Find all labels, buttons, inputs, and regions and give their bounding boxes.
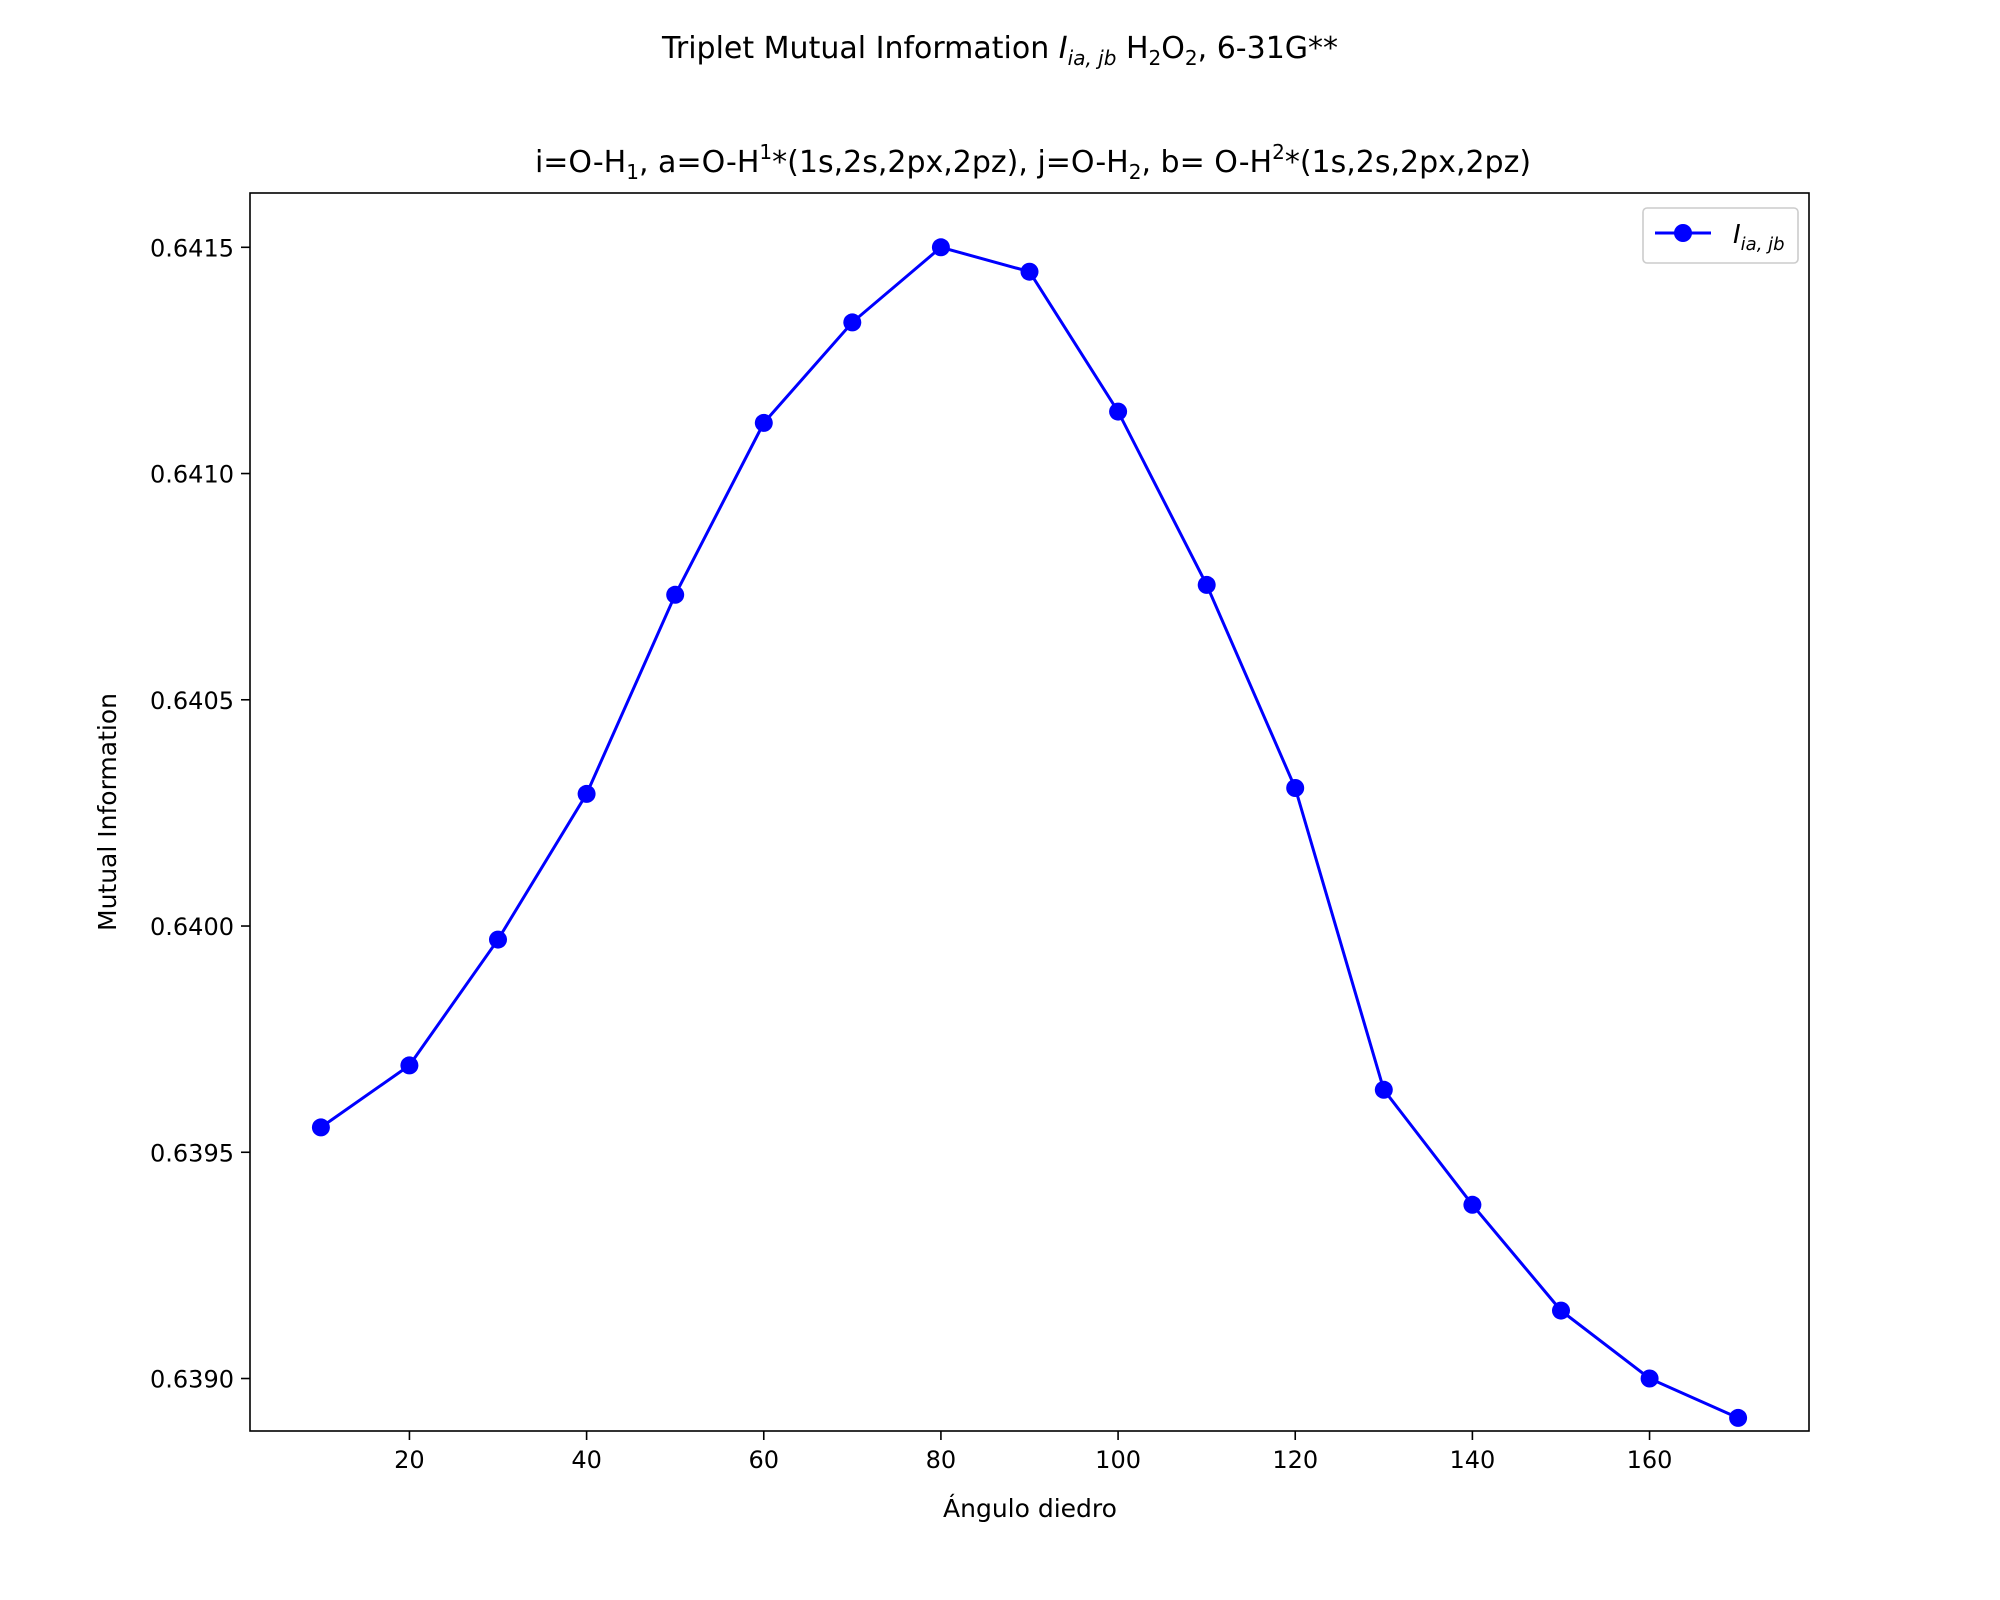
legend-marker [1674,224,1692,242]
data-point [1729,1408,1748,1427]
x-tick-label: 80 [926,1446,957,1474]
x-tick-label: 120 [1272,1446,1318,1474]
title-formula-2: O [1161,31,1185,66]
data-point [311,1118,330,1137]
data-point [577,784,596,803]
data-point [1374,1080,1393,1099]
subtitle-part-5: 2 [1129,160,1142,184]
x-tick-label: 40 [571,1446,602,1474]
chart-subtitle: i=O-H1, a=O-H1*(1s,2s,2px,2pz), j=O-H2, … [535,140,1531,184]
legend-symbol-sub: ia, jb [1741,234,1785,255]
data-point [1020,262,1039,281]
subtitle-part-3: 1 [759,140,772,164]
x-tick-label: 140 [1449,1446,1495,1474]
title-formula-4: , 6-31G** [1198,31,1338,66]
title-formula-3: 2 [1185,46,1198,70]
y-tick-label: 0.6395 [150,1139,234,1167]
legend: Iia, jb [1642,207,1799,264]
subtitle-part-2: , a=O-H [639,145,759,180]
data-point [1463,1195,1482,1214]
y-axis-label: Mutual Information [93,693,122,931]
legend-symbol: I [1733,220,1741,250]
subtitle-part-4: *(1s,2s,2px,2pz), j=O-H [772,145,1129,180]
chart-title: Triplet Mutual Information Iia, jb H2O2,… [661,31,1338,70]
data-point [1109,402,1128,421]
x-tick-label: 60 [748,1446,779,1474]
x-tick-label: 20 [394,1446,425,1474]
x-axis-label: Ángulo diedro [943,1494,1117,1523]
title-formula-0: H [1116,31,1148,66]
y-tick-label: 0.6405 [150,687,234,715]
y-axis: 0.6390 0.6395 0.6400 0.6405 0.6410 0.6415 [150,234,250,1394]
plot-area [249,192,1810,1432]
x-tick-label: 160 [1627,1446,1673,1474]
title-symbol: I [1059,31,1068,66]
data-point [1552,1301,1570,1320]
data-point [400,1056,419,1075]
subtitle-part-6: , b= O-H [1141,145,1272,180]
legend-label: Iia, jb [1733,220,1785,255]
subtitle-part-1: 1 [626,160,639,184]
title-formula-1: 2 [1149,46,1162,70]
data-point [754,413,773,432]
subtitle-part-7: 2 [1272,140,1285,164]
legend-box [1642,207,1799,264]
data-point [931,238,950,257]
y-tick-label: 0.6410 [150,461,234,489]
subtitle-part-0: i=O-H [535,145,626,180]
data-point [489,930,507,949]
title-symbol-sub: ia, jb [1068,46,1117,70]
data-point [666,585,685,604]
x-tick-label: 100 [1095,1446,1141,1474]
title-prefix: Triplet Mutual Information [661,31,1059,66]
y-tick-label: 0.6400 [150,913,234,941]
subtitle-part-8: *(1s,2s,2px,2pz) [1285,145,1531,180]
data-point [1286,779,1305,797]
data-point [1640,1369,1659,1388]
y-tick-label: 0.6415 [150,234,234,262]
data-point [843,313,862,332]
x-axis: 20 40 60 80 100 120 140 160 [394,1431,1672,1474]
data-point [1197,575,1216,594]
y-tick-label: 0.6390 [150,1366,234,1394]
series-layer [311,238,1748,1427]
